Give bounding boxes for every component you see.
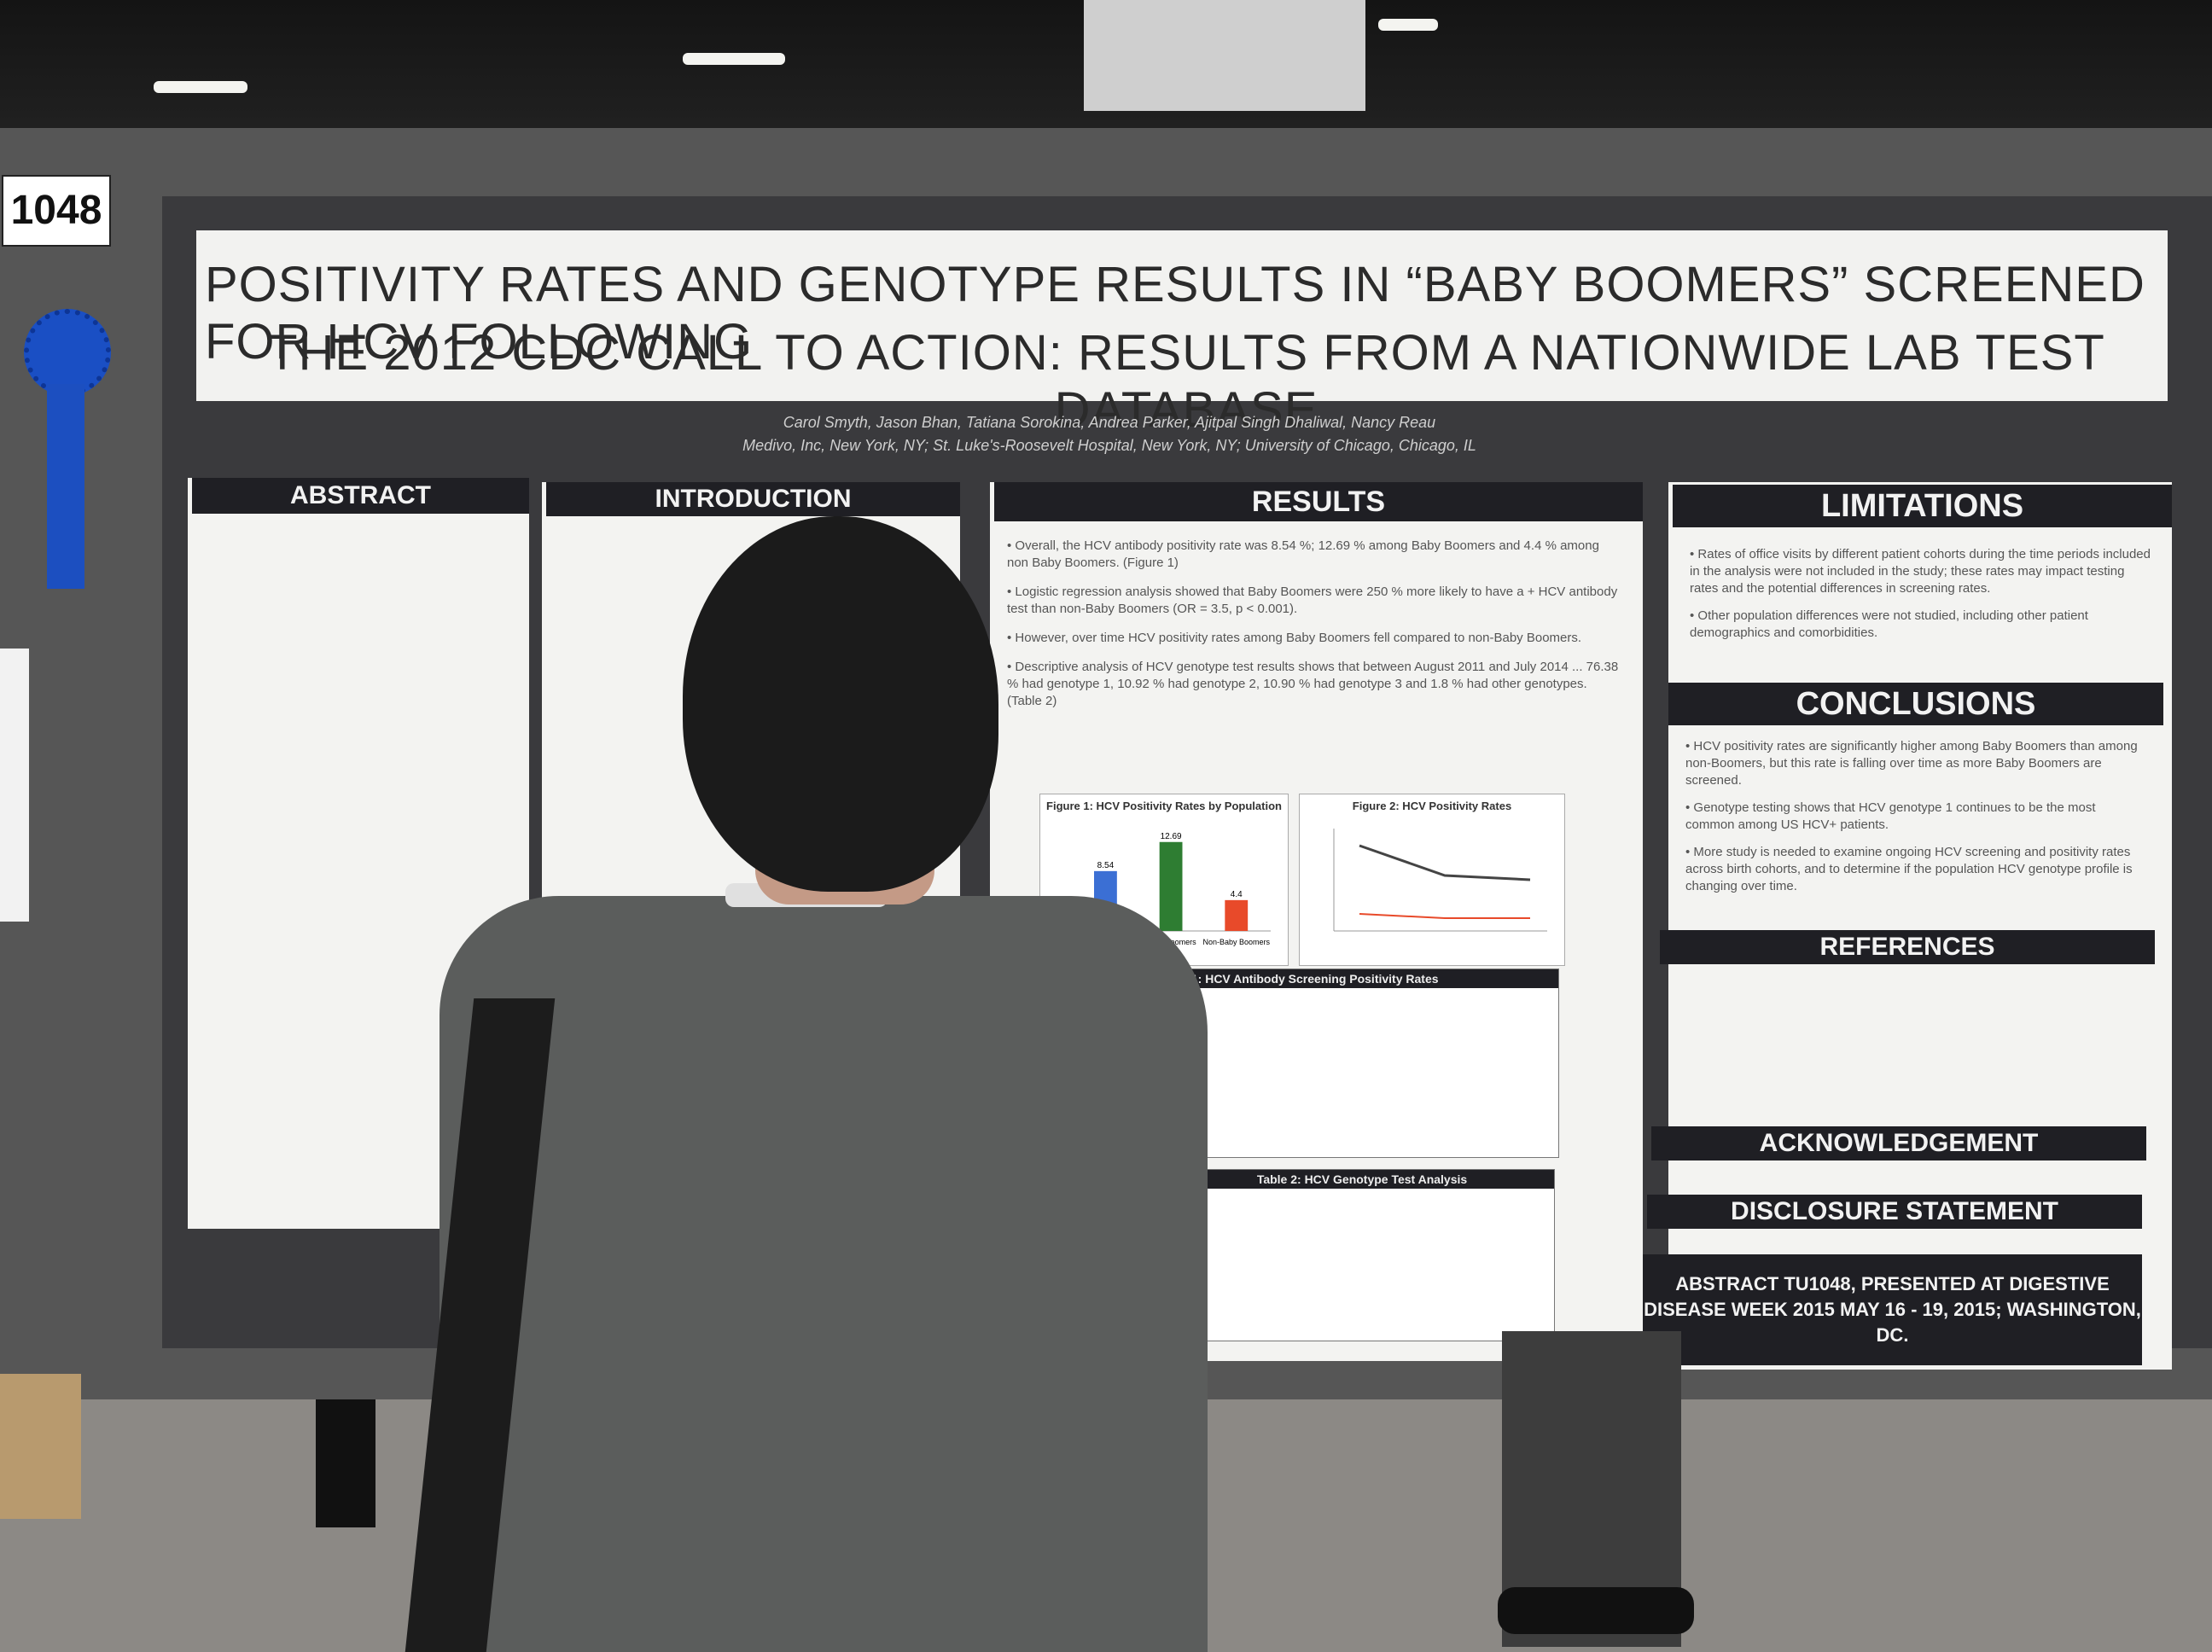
person-jacket	[439, 896, 1208, 1652]
table-2: Table 2: HCV Genotype Test Analysis	[1169, 1169, 1555, 1341]
bar-value-label: 8.54	[1097, 861, 1115, 870]
visitor-shoe	[1498, 1587, 1694, 1634]
figure-2-title: Figure 2: HCV Positivity Rates	[1352, 800, 1512, 812]
title-band	[196, 230, 2168, 401]
section-introduction: INTRODUCTION	[546, 482, 960, 516]
poster-title-line-1: POSITIVITY RATES AND GENOTYPE RESULTS IN…	[205, 257, 2145, 369]
results-bullet: • However, over time HCV positivity rate…	[1007, 631, 1582, 645]
visitor-bag	[0, 1374, 81, 1519]
conclusions-bullet: • HCV positivity rates are significantly…	[1685, 739, 2138, 788]
section-conclusions: CONCLUSIONS	[1668, 683, 2163, 725]
conclusions-bullet: • More study is needed to examine ongoin…	[1685, 845, 2133, 893]
ceiling-light	[1378, 19, 1438, 31]
person-head	[683, 516, 998, 892]
series-line-boomers	[1359, 844, 1531, 881]
limitations-text: • Rates of office visits by different pa…	[1690, 546, 2151, 674]
blue-ribbon-tail	[47, 384, 84, 589]
figure-1-title: Figure 1: HCV Positivity Rates by Popula…	[1046, 800, 1282, 812]
conclusions-bullet: • Genotype testing shows that HCV genoty…	[1685, 800, 2096, 832]
conclusions-text: • HCV positivity rates are significantly…	[1685, 738, 2146, 926]
side-notice	[0, 649, 29, 922]
poster-title-line-2: THE 2012 CDC CALL TO ACTION: RESULTS FRO…	[267, 325, 2105, 438]
pillar	[1084, 0, 1365, 111]
results-bullet: • Overall, the HCV antibody positivity r…	[1007, 538, 1599, 570]
results-text: • Overall, the HCV antibody positivity r…	[1007, 538, 1621, 777]
blue-ribbon-icon	[24, 309, 111, 396]
section-limitations: LIMITATIONS	[1673, 485, 2172, 527]
visitor-leg	[316, 1399, 375, 1527]
ceiling-light	[683, 53, 785, 65]
poster-footer: ABSTRACT TU1048, PRESENTED AT DIGESTIVE …	[1643, 1254, 2142, 1365]
bar-value-label: 12.69	[1161, 832, 1182, 841]
figure-2: Figure 2: HCV Positivity Rates	[1299, 794, 1565, 966]
bar-baby-boomers	[1159, 841, 1183, 931]
results-bullet: • Descriptive analysis of HCV genotype t…	[1007, 660, 1619, 708]
section-references: REFERENCES	[1660, 930, 2155, 964]
booth-number: 1048	[2, 175, 111, 247]
figure-2-chart	[1333, 829, 1547, 932]
poster-authors: Carol Smyth, Jason Bhan, Tatiana Sorokin…	[783, 414, 1436, 431]
bar-value-label: 4.4	[1231, 890, 1243, 899]
series-line-non-boomers	[1359, 913, 1530, 919]
bar-non-baby-boomers	[1225, 899, 1249, 931]
limitations-bullet: • Other population differences were not …	[1690, 608, 2088, 640]
category-label: Non-Baby Boomers	[1202, 938, 1270, 946]
section-results: RESULTS	[994, 482, 1643, 521]
poster-affiliations: Medivo, Inc, New York, NY; St. Luke's-Ro…	[742, 437, 1476, 454]
ceiling-light	[154, 81, 247, 93]
results-bullet: • Logistic regression analysis showed th…	[1007, 585, 1618, 616]
limitations-bullet: • Rates of office visits by different pa…	[1690, 547, 2151, 596]
section-acknowledgement: ACKNOWLEDGEMENT	[1651, 1126, 2146, 1160]
table-2-title: Table 2: HCV Genotype Test Analysis	[1170, 1170, 1554, 1189]
section-abstract: ABSTRACT	[192, 478, 529, 514]
section-disclosure: DISCLOSURE STATEMENT	[1647, 1195, 2142, 1229]
